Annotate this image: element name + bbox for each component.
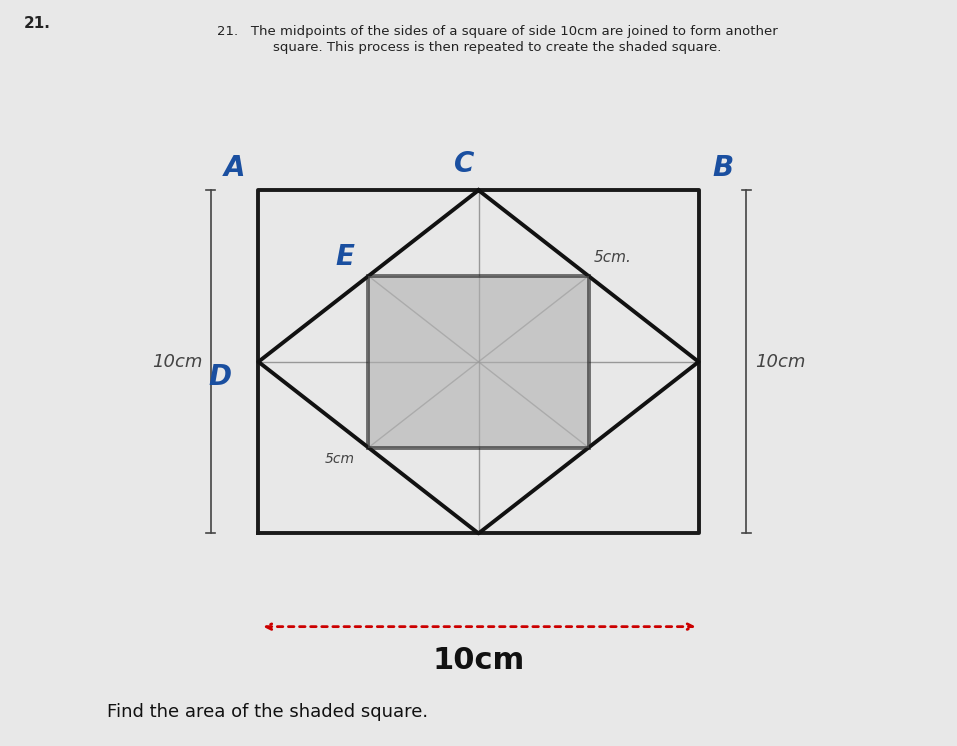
Text: 10cm: 10cm — [755, 353, 805, 371]
Text: C: C — [454, 150, 475, 178]
Text: square. This process is then repeated to create the shaded square.: square. This process is then repeated to… — [274, 41, 722, 54]
Polygon shape — [368, 276, 589, 448]
Text: 10cm: 10cm — [433, 646, 524, 674]
Text: Find the area of the shaded square.: Find the area of the shaded square. — [107, 703, 429, 721]
Text: 5cm: 5cm — [324, 452, 355, 466]
Text: E: E — [335, 243, 354, 272]
Text: D: D — [209, 363, 232, 391]
Text: 10cm: 10cm — [152, 353, 202, 371]
Text: A: A — [224, 154, 245, 182]
Text: B: B — [712, 154, 733, 182]
Text: 21.   The midpoints of the sides of a square of side 10cm are joined to form ano: 21. The midpoints of the sides of a squa… — [217, 25, 778, 37]
Text: 5cm.: 5cm. — [593, 250, 632, 265]
Text: 21.: 21. — [24, 16, 51, 31]
